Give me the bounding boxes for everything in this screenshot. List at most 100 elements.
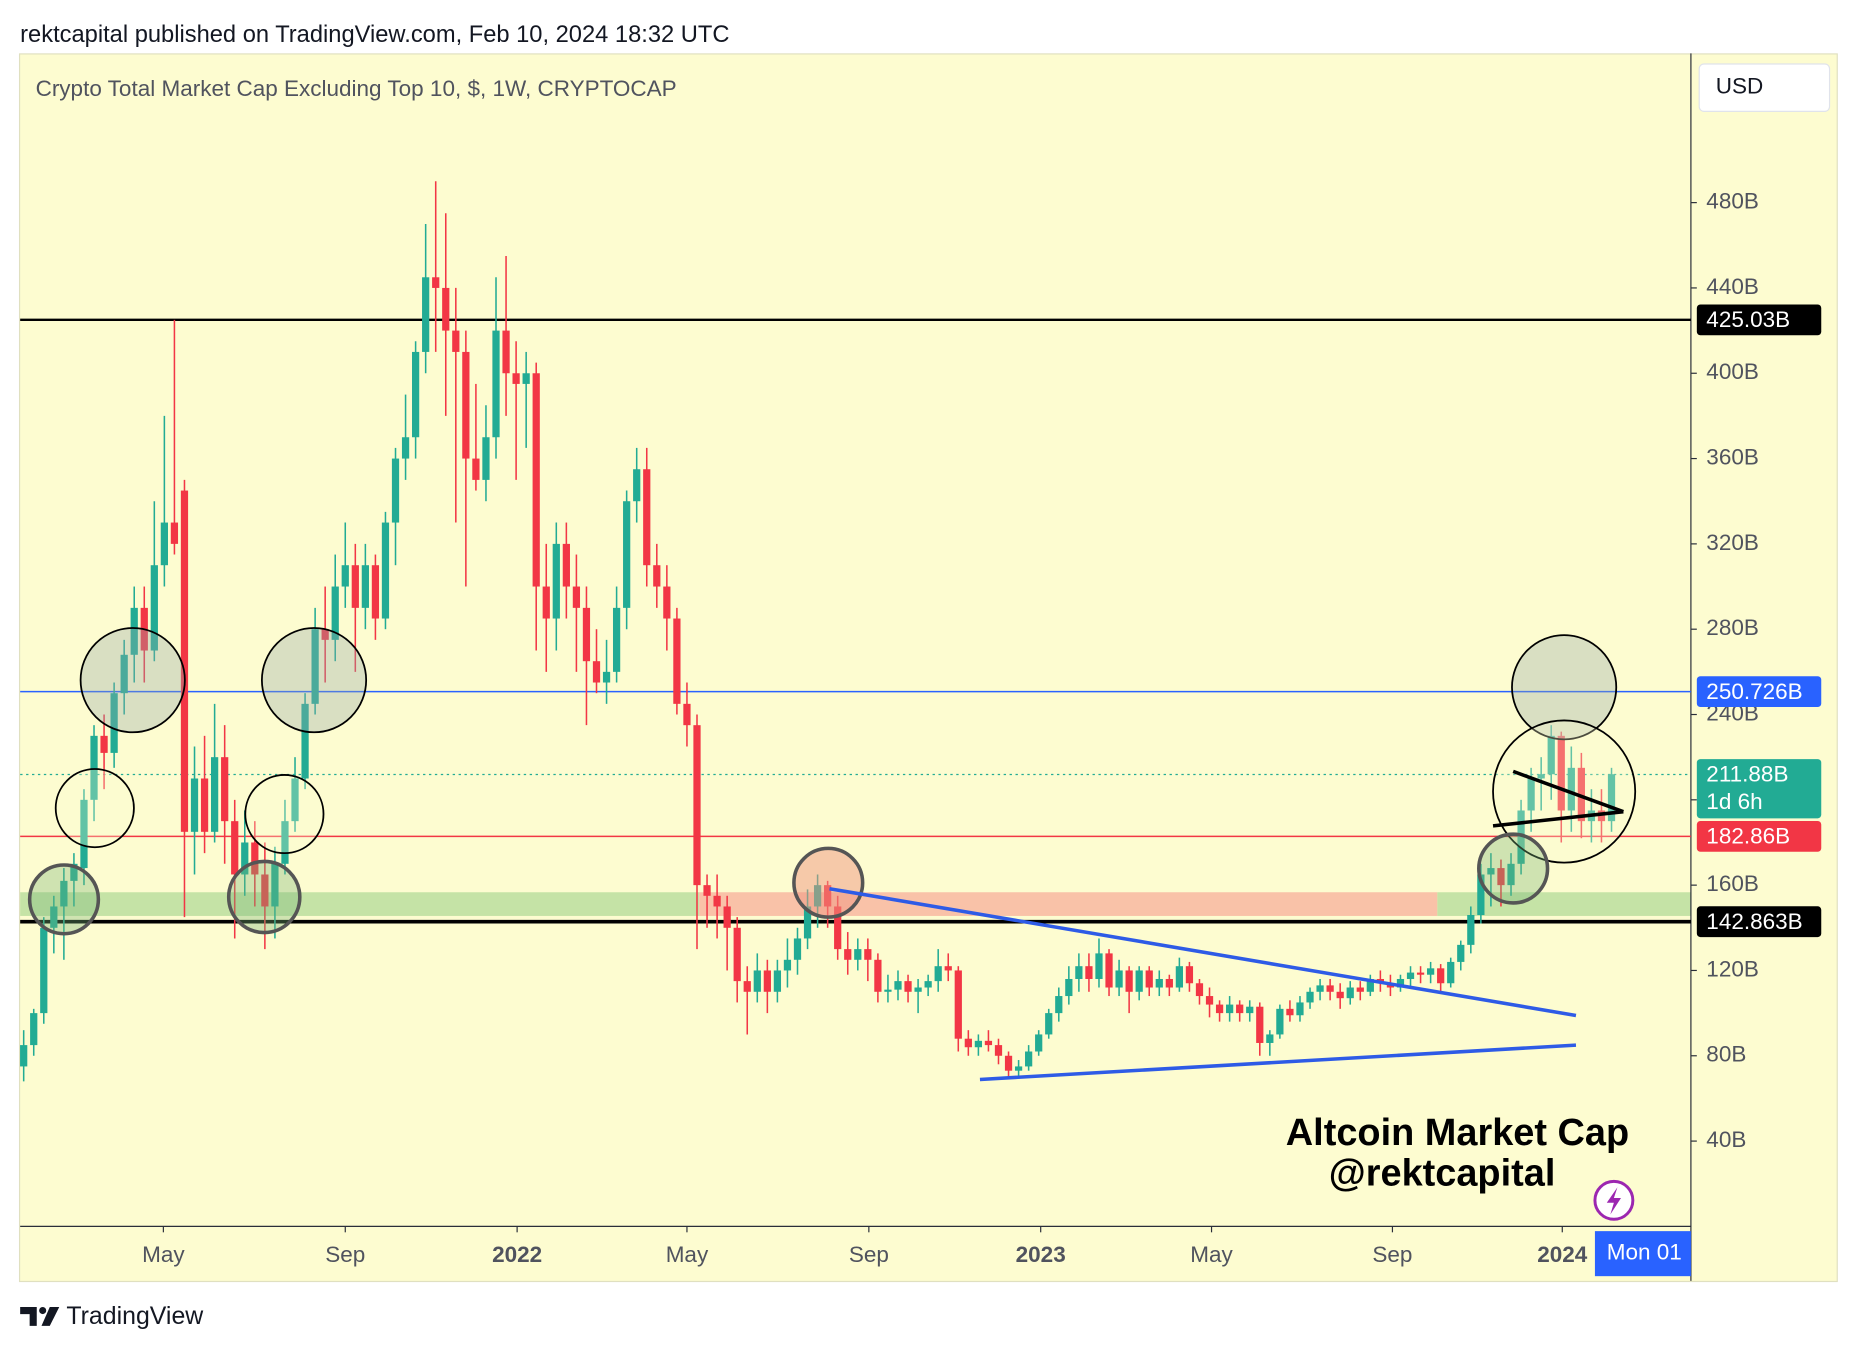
level-label: 425.03B <box>1706 307 1790 332</box>
circle <box>1477 832 1550 905</box>
y-tick-label: 440B <box>1706 274 1759 299</box>
candle-body <box>1095 953 1103 979</box>
candle-body <box>60 880 68 907</box>
level-label: 182.86B <box>1706 824 1790 849</box>
candle-body <box>512 373 520 384</box>
candle-body <box>884 989 892 992</box>
candle-body <box>894 981 902 990</box>
annotation: @rektcapital <box>1329 1152 1556 1194</box>
support-zone <box>1437 892 1691 916</box>
candle-body <box>1115 970 1123 988</box>
candle-body <box>854 949 862 960</box>
currency-button[interactable] <box>1698 63 1831 112</box>
candle-body <box>1075 966 1083 979</box>
candle-body <box>241 842 249 875</box>
candle-body <box>20 1045 28 1067</box>
candle-body <box>753 970 761 992</box>
y-tick-label: 160B <box>1706 871 1759 896</box>
candle-body <box>472 458 480 480</box>
candle-body <box>1537 774 1545 779</box>
candle-body <box>954 970 962 1039</box>
logo-part <box>41 1306 60 1326</box>
level-label: 250.726B <box>1706 679 1802 704</box>
candle-body <box>1085 966 1093 979</box>
candle-body <box>391 458 400 523</box>
candle-body <box>1356 987 1364 992</box>
candle-body <box>1145 970 1153 988</box>
candle-body <box>793 938 802 960</box>
trend-line <box>829 886 1577 1018</box>
candle-body <box>1135 970 1143 992</box>
candle-body <box>663 586 671 619</box>
x-tick-label: May <box>666 1242 709 1267</box>
circle <box>54 768 135 849</box>
x-tick-label: May <box>1190 1242 1233 1267</box>
y-tick-label: 80B <box>1706 1042 1746 1067</box>
candle-body <box>874 959 882 992</box>
candle-body <box>602 671 611 683</box>
candle-body <box>1447 961 1455 984</box>
support-zone <box>20 892 700 916</box>
candle-body <box>1236 1004 1244 1014</box>
candle-body <box>1416 972 1425 975</box>
candle-body <box>1306 991 1314 1003</box>
candle-body <box>1045 1013 1053 1035</box>
candle-body <box>683 703 691 726</box>
candle-body <box>743 981 751 992</box>
candle-body <box>1105 953 1113 988</box>
candle-body <box>1165 978 1173 988</box>
candle-body <box>502 330 510 374</box>
candle-body <box>411 351 420 438</box>
candle-body <box>120 654 128 694</box>
candle-body <box>432 277 440 288</box>
candle-body <box>442 287 450 331</box>
alert-icon-bolt <box>1606 1187 1621 1215</box>
candle-body <box>281 821 289 864</box>
candle-body <box>1326 985 1334 992</box>
candle-body <box>1195 983 1204 997</box>
x-tick-label: 2022 <box>492 1242 542 1267</box>
candle-body <box>40 927 48 1014</box>
candle-body <box>1004 1055 1013 1071</box>
crosshair-box <box>1594 1231 1691 1277</box>
footer-brand: TradingView <box>66 1302 204 1330</box>
chart-title: Crypto Total Market Cap Excluding Top 10… <box>36 76 677 101</box>
candle-body <box>321 629 329 640</box>
candle-body <box>1567 767 1575 811</box>
candle-body <box>251 842 259 875</box>
candle-body <box>763 970 771 992</box>
candle-body <box>944 966 952 971</box>
candle-body <box>311 629 319 704</box>
candle-body <box>834 906 842 950</box>
candle-body <box>90 735 98 800</box>
candle-body <box>331 586 339 640</box>
candle-body <box>30 1013 38 1046</box>
circle <box>79 627 186 734</box>
candle-body <box>100 735 108 753</box>
candle-body <box>1467 914 1475 945</box>
crosshair-label: Mon 01 <box>1607 1240 1682 1265</box>
y-tick-label: 120B <box>1706 956 1759 981</box>
candle-body <box>522 373 530 384</box>
drawings <box>27 627 1637 1082</box>
candle-body <box>1296 1002 1304 1016</box>
circle <box>27 863 101 936</box>
y-tick-label: 320B <box>1706 530 1759 555</box>
circle <box>1511 634 1618 741</box>
candle-body <box>1175 966 1184 988</box>
trend-line <box>1492 809 1624 828</box>
candle-body <box>542 586 550 619</box>
candle-body <box>612 607 621 672</box>
candle-body <box>1316 985 1324 992</box>
candle-body <box>592 661 601 683</box>
candle-body <box>70 863 78 881</box>
candle-body <box>231 821 239 875</box>
candle-body <box>964 1038 972 1048</box>
candle-body <box>1406 972 1415 979</box>
candle-body <box>1276 1008 1284 1035</box>
candle-body <box>693 725 701 886</box>
candle-body <box>1256 1006 1264 1043</box>
candle-body <box>492 330 500 438</box>
candle-body <box>703 885 711 896</box>
candle-body <box>1457 944 1465 962</box>
